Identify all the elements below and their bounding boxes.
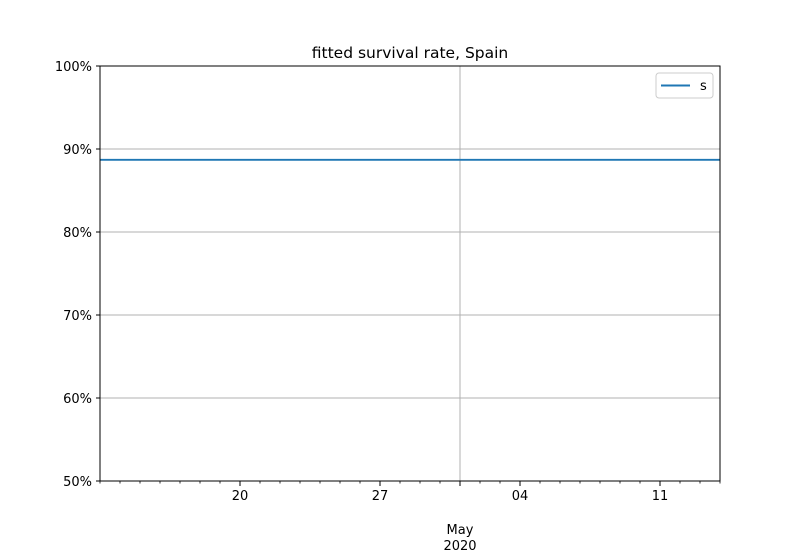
y-tick-label: 50% [63,475,92,490]
y-tick-label: 100% [55,60,92,75]
x-month-label: May [447,523,474,538]
x-tick-label: 20 [232,489,249,504]
y-tick-label: 60% [63,392,92,407]
x-tick-label: 04 [512,489,529,504]
chart-title: fitted survival rate, Spain [312,44,509,62]
x-tick-label: 11 [652,489,669,504]
legend-label-s: s [700,79,707,94]
plot-frame [99,65,721,482]
x-tick-label: 27 [372,489,389,504]
y-tick-label: 90% [63,143,92,158]
y-tick-label: 70% [63,309,92,324]
y-tick-label: 80% [63,226,92,241]
x-year-label: 2020 [443,539,476,550]
legend: s [655,72,714,99]
y-axis: 50% 60% 70% 80% 90% 100% [55,60,100,490]
grid-lines [100,66,720,481]
